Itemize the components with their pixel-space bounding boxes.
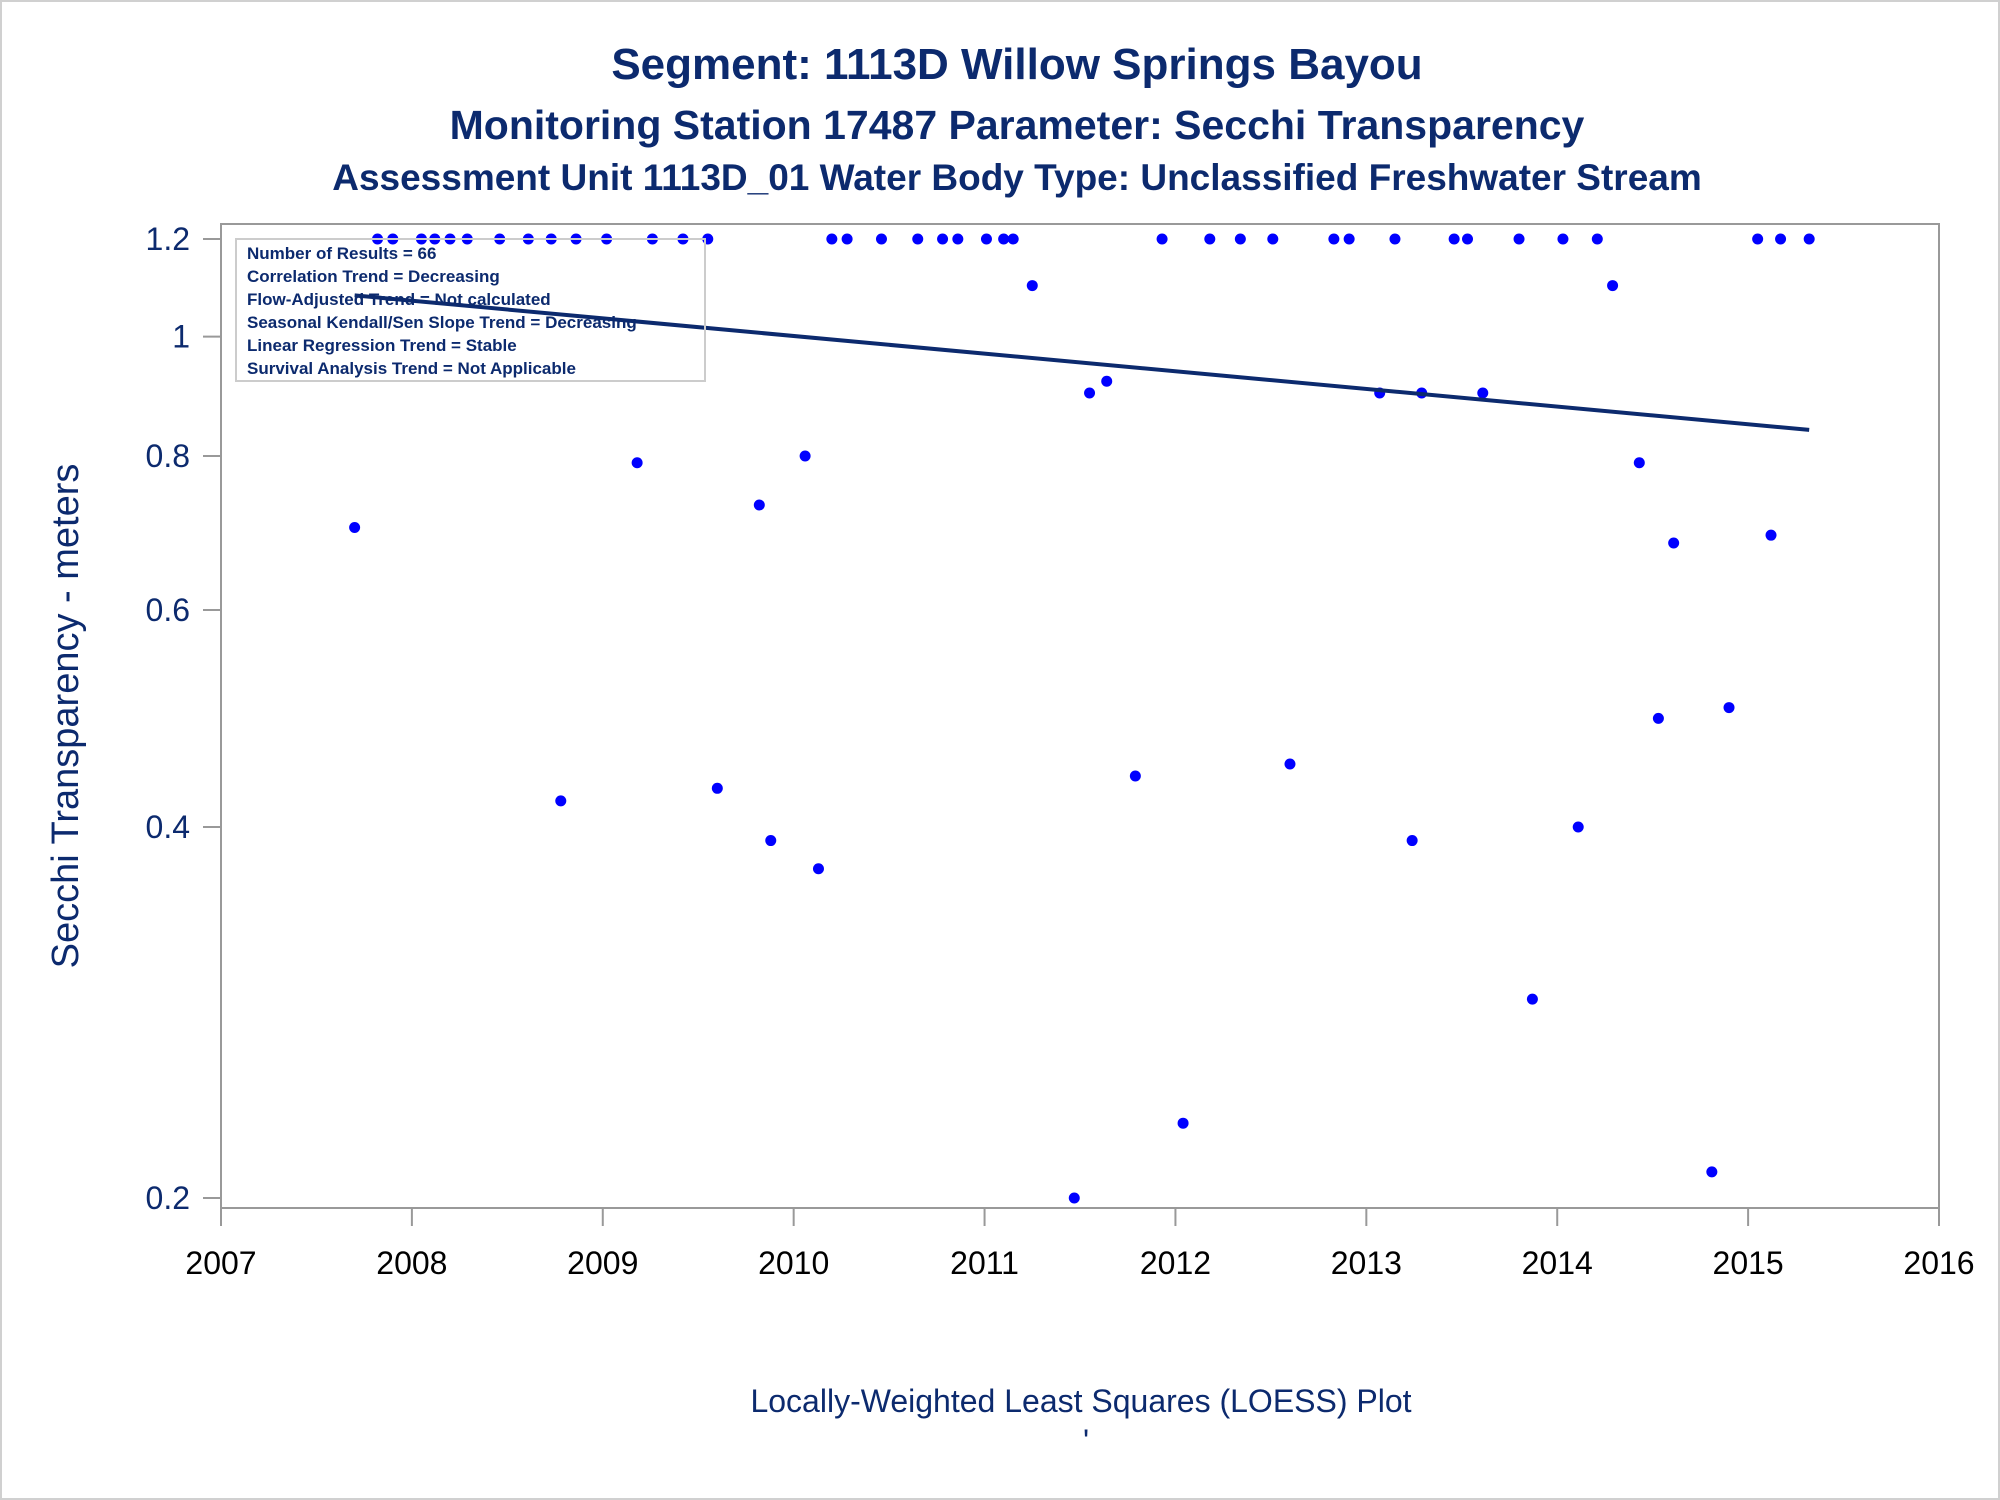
data-point <box>1803 233 1815 245</box>
loess-trend-line <box>354 293 1810 432</box>
stats-box-border <box>235 238 706 382</box>
data-point <box>1129 770 1141 782</box>
data-point <box>1652 712 1664 724</box>
trend-stat-line: Flow-Adjusted Trend = Not calculated <box>247 290 551 309</box>
data-point <box>1204 233 1216 245</box>
x-tick-label: 2015 <box>1713 1245 1784 1281</box>
y-tick-label: 0.4 <box>146 809 190 845</box>
data-point <box>349 521 361 533</box>
data-point <box>555 795 567 807</box>
data-point <box>980 233 992 245</box>
data-point <box>1084 387 1096 399</box>
data-point <box>1557 233 1569 245</box>
data-marks <box>349 233 1815 1204</box>
data-point <box>1343 233 1355 245</box>
footnote: Locally-Weighted Least Squares (LOESS) P… <box>750 1383 1411 1419</box>
data-point <box>1101 375 1113 387</box>
data-point <box>1765 529 1777 541</box>
trend-stat-line: Number of Results = 66 <box>247 244 436 263</box>
x-tick-label: 2009 <box>567 1245 638 1281</box>
data-point <box>1284 758 1296 770</box>
data-point <box>1477 387 1489 399</box>
y-tick-label: 0.2 <box>146 1180 190 1216</box>
x-axis: 2007 2008 2009 2010 2011 2012 2013 2014 2015 2016 <box>185 1208 1975 1281</box>
chart-subtitle: Monitoring Station 17487 Parameter: Secc… <box>450 102 1585 148</box>
x-tick-label: 2007 <box>185 1245 256 1281</box>
trend-stat-line: Linear Regression Trend = Stable <box>247 336 517 355</box>
x-tick-label: 2014 <box>1522 1245 1593 1281</box>
data-point <box>1572 821 1584 833</box>
data-point <box>1513 233 1525 245</box>
x-tick-label: 2011 <box>950 1245 1019 1281</box>
data-point <box>1267 233 1279 245</box>
data-point <box>875 233 887 245</box>
data-point <box>1723 702 1735 714</box>
footnote-mark: ' <box>1083 1423 1089 1459</box>
data-point <box>765 835 777 847</box>
data-point <box>812 863 824 875</box>
plot-area <box>220 223 1940 1209</box>
data-point <box>1068 1192 1080 1204</box>
trend-stat-line: Seasonal Kendall/Sen Slope Trend = Decre… <box>247 313 637 332</box>
data-point <box>1706 1166 1718 1178</box>
x-tick-label: 2008 <box>376 1245 447 1281</box>
chart-subtitle-2: Assessment Unit 1113D_01 Water Body Type… <box>332 157 1702 198</box>
y-tick-label: 0.6 <box>146 592 190 628</box>
data-point <box>1462 233 1474 245</box>
y-tick-label: 1 <box>172 319 190 355</box>
data-point <box>1668 537 1680 549</box>
data-point <box>826 233 838 245</box>
data-point <box>711 782 723 794</box>
x-tick-label: 2012 <box>1140 1245 1211 1281</box>
data-point <box>1633 457 1645 469</box>
data-point <box>1591 233 1603 245</box>
chart-title: Segment: 1113D Willow Springs Bayou <box>611 40 1422 89</box>
x-tick-label: 2013 <box>1331 1245 1402 1281</box>
data-point <box>1526 993 1538 1005</box>
data-point <box>937 233 949 245</box>
data-point <box>998 233 1010 245</box>
data-point <box>1026 280 1038 292</box>
data-point <box>1328 233 1340 245</box>
data-point <box>952 233 964 245</box>
data-point <box>1234 233 1246 245</box>
data-point <box>1752 233 1764 245</box>
trend-stats-box: Number of Results = 66 Correlation Trend … <box>235 238 706 382</box>
data-point <box>1607 280 1619 292</box>
data-point <box>1448 233 1460 245</box>
data-point <box>1177 1117 1189 1129</box>
data-point <box>631 457 643 469</box>
trend-stat-line: Correlation Trend = Decreasing <box>247 267 500 286</box>
trend-stat-line: Survival Analysis Trend = Not Applicable <box>247 359 576 378</box>
y-axis-label: Secchi Transparency - meters <box>45 464 87 969</box>
x-tick-label: 2016 <box>1903 1245 1974 1281</box>
data-point <box>912 233 924 245</box>
data-point <box>1775 233 1787 245</box>
y-tick-label: 1.2 <box>146 221 190 257</box>
y-axis: 0.2 0.4 0.6 0.8 1 1.2 <box>146 221 221 1216</box>
y-tick-label: 0.8 <box>146 438 190 474</box>
data-point <box>1406 835 1418 847</box>
data-point <box>1389 233 1401 245</box>
data-point <box>1156 233 1168 245</box>
data-point <box>753 499 765 511</box>
data-point <box>1007 233 1019 245</box>
x-tick-label: 2010 <box>758 1245 829 1281</box>
data-point <box>799 450 811 462</box>
data-point <box>841 233 853 245</box>
